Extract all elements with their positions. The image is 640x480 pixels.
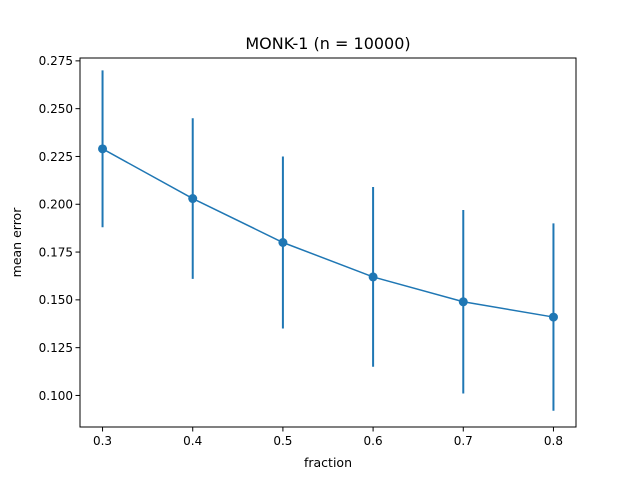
- data-point: [278, 238, 288, 247]
- data-point: [458, 297, 468, 307]
- data-point: [98, 144, 108, 154]
- x-tick-label: 0.3: [93, 434, 112, 448]
- plot-marks: [98, 70, 558, 411]
- y-tick-label: 0.275: [39, 54, 73, 68]
- x-tick-label: 0.8: [544, 434, 563, 448]
- data-point: [368, 272, 378, 282]
- x-axis-ticks: 0.3 0.4 0.5 0.6 0.7 0.8: [93, 427, 563, 448]
- chart-title: MONK-1 (n = 10000): [245, 34, 410, 53]
- data-point: [548, 312, 558, 322]
- y-axis-ticks: 0.100 0.125 0.150 0.175 0.200 0.225 0.250 0.275: [39, 54, 80, 403]
- x-axis-label: fraction: [304, 455, 352, 470]
- y-tick-label: 0.200: [39, 198, 73, 212]
- x-tick-label: 0.4: [183, 434, 202, 448]
- x-tick-label: 0.6: [364, 434, 383, 448]
- y-tick-label: 0.100: [39, 389, 73, 403]
- y-tick-label: 0.250: [39, 102, 73, 116]
- series-line: [102, 148, 554, 318]
- data-point: [188, 194, 198, 204]
- y-tick-label: 0.125: [39, 341, 73, 355]
- x-tick-label: 0.5: [273, 434, 292, 448]
- y-tick-label: 0.225: [39, 150, 73, 164]
- plot-frame: [79, 57, 577, 428]
- y-axis-label: mean error: [9, 207, 24, 278]
- y-tick-label: 0.175: [39, 245, 73, 259]
- x-tick-label: 0.7: [454, 434, 473, 448]
- y-tick-label: 0.150: [39, 293, 73, 307]
